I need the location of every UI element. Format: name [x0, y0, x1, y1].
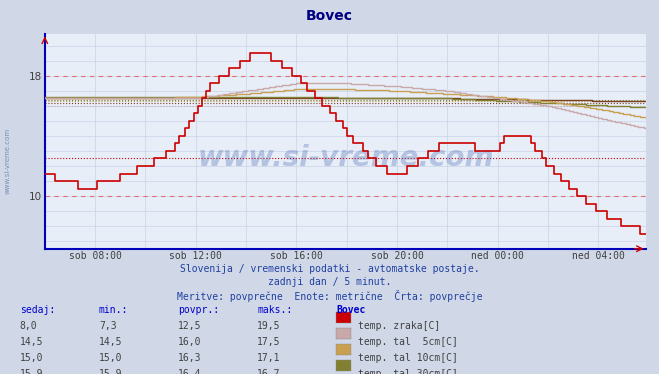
- Text: maks.:: maks.:: [257, 305, 292, 315]
- Text: 14,5: 14,5: [99, 337, 123, 347]
- Text: 16,0: 16,0: [178, 337, 202, 347]
- Text: 16,3: 16,3: [178, 353, 202, 363]
- Text: Slovenija / vremenski podatki - avtomatske postaje.: Slovenija / vremenski podatki - avtomats…: [180, 264, 479, 274]
- Text: 12,5: 12,5: [178, 321, 202, 331]
- Text: 15,0: 15,0: [20, 353, 43, 363]
- Text: www.si-vreme.com: www.si-vreme.com: [198, 144, 494, 172]
- Text: 19,5: 19,5: [257, 321, 281, 331]
- Text: povpr.:: povpr.:: [178, 305, 219, 315]
- Text: 16,7: 16,7: [257, 369, 281, 374]
- Text: 15,9: 15,9: [99, 369, 123, 374]
- Text: temp. tal 10cm[C]: temp. tal 10cm[C]: [358, 353, 459, 363]
- Text: sedaj:: sedaj:: [20, 305, 55, 315]
- Text: 17,1: 17,1: [257, 353, 281, 363]
- Text: Bovec: Bovec: [336, 305, 366, 315]
- Text: 8,0: 8,0: [20, 321, 38, 331]
- Text: 14,5: 14,5: [20, 337, 43, 347]
- Text: temp. tal  5cm[C]: temp. tal 5cm[C]: [358, 337, 459, 347]
- Text: 15,9: 15,9: [20, 369, 43, 374]
- Text: 15,0: 15,0: [99, 353, 123, 363]
- Text: temp. tal 30cm[C]: temp. tal 30cm[C]: [358, 369, 459, 374]
- Text: zadnji dan / 5 minut.: zadnji dan / 5 minut.: [268, 277, 391, 287]
- Text: Meritve: povprečne  Enote: metrične  Črta: povprečje: Meritve: povprečne Enote: metrične Črta:…: [177, 290, 482, 302]
- Text: 17,5: 17,5: [257, 337, 281, 347]
- Text: 7,3: 7,3: [99, 321, 117, 331]
- Text: min.:: min.:: [99, 305, 129, 315]
- Text: Bovec: Bovec: [306, 9, 353, 23]
- Text: www.si-vreme.com: www.si-vreme.com: [5, 128, 11, 194]
- Text: 16,4: 16,4: [178, 369, 202, 374]
- Text: temp. zraka[C]: temp. zraka[C]: [358, 321, 441, 331]
